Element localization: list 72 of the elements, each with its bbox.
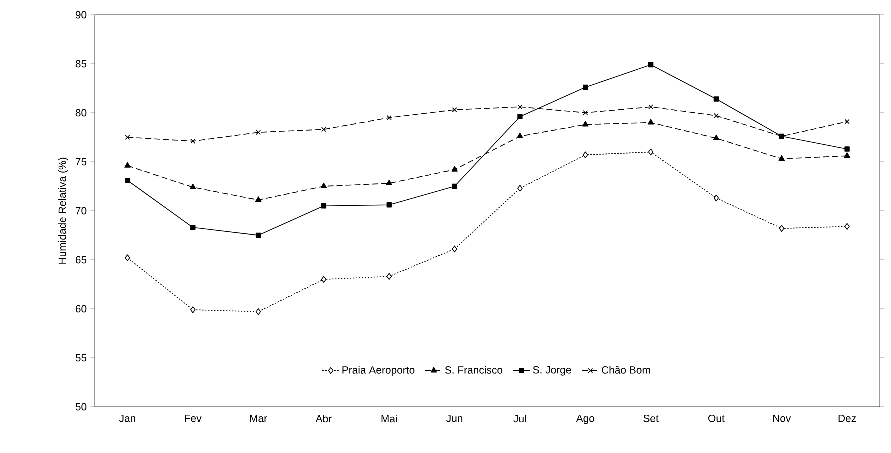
- point: [320, 182, 328, 188]
- point: [713, 134, 720, 140]
- y-tick-label: 80: [76, 109, 87, 117]
- point: [386, 202, 392, 208]
- point: [386, 180, 393, 186]
- y-tick-label: 70: [76, 207, 87, 215]
- point: [256, 130, 262, 136]
- y-axis-title: Humidade Relativa (%): [58, 158, 68, 264]
- legend-label: Praia Aeroporto: [342, 366, 415, 376]
- point: [778, 155, 786, 162]
- legend-label: S. Francisco: [445, 366, 503, 374]
- point: [714, 113, 719, 118]
- y-tick-label: 50: [76, 403, 87, 411]
- point: [844, 146, 850, 152]
- y-tick-label: 60: [76, 305, 87, 313]
- point: [321, 204, 327, 209]
- point: [582, 121, 589, 127]
- point: [256, 232, 262, 238]
- point: [386, 115, 392, 120]
- x-tick-label: Abr: [316, 414, 332, 423]
- x-tick-label: Out: [708, 414, 725, 422]
- legend-label: S. Jorge: [533, 366, 572, 376]
- point: [779, 225, 785, 232]
- legend-label: Chão Bom: [602, 366, 650, 374]
- x-tick-label: Jul: [514, 414, 526, 423]
- point: [124, 162, 131, 168]
- y-tick-label: 65: [76, 256, 87, 264]
- point: [452, 184, 458, 190]
- x-tick-label: Nov: [773, 414, 792, 422]
- x-tick-label: Dez: [838, 414, 856, 422]
- point: [518, 104, 523, 110]
- point: [648, 104, 654, 110]
- point: [583, 84, 588, 90]
- point: [452, 166, 458, 172]
- x-tick-label: Mar: [250, 414, 268, 422]
- point: [648, 148, 654, 156]
- point: [648, 62, 654, 68]
- point: [452, 246, 458, 253]
- point: [518, 185, 523, 192]
- y-tick-label: 90: [76, 11, 87, 19]
- point: [321, 127, 326, 132]
- y-tick-label: 75: [76, 158, 87, 166]
- point: [190, 225, 196, 230]
- x-tick-label: Fev: [185, 414, 202, 422]
- point: [518, 114, 523, 120]
- x-tick-label: Jun: [446, 414, 463, 422]
- point: [321, 276, 327, 283]
- point: [190, 306, 196, 314]
- point: [714, 96, 720, 102]
- point: [844, 119, 850, 124]
- point: [256, 308, 262, 316]
- point: [452, 108, 458, 113]
- x-tick-label: Ago: [576, 414, 594, 424]
- point: [125, 254, 130, 262]
- point: [582, 152, 588, 159]
- point: [125, 134, 130, 140]
- x-tick-label: Set: [644, 414, 659, 422]
- point: [844, 152, 850, 158]
- point: [714, 194, 720, 202]
- point: [125, 178, 130, 184]
- point: [190, 138, 196, 144]
- y-tick-label: 55: [76, 354, 87, 362]
- point: [386, 273, 392, 280]
- x-tick-label: Jan: [119, 414, 136, 422]
- point: [844, 223, 850, 230]
- point: [255, 196, 262, 202]
- point: [648, 119, 654, 125]
- point: [517, 132, 524, 139]
- point: [583, 110, 588, 116]
- point: [190, 184, 196, 190]
- x-tick-label: Mai: [382, 414, 398, 423]
- y-tick-label: 85: [76, 60, 87, 68]
